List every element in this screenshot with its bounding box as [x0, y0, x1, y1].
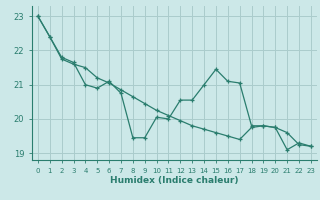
X-axis label: Humidex (Indice chaleur): Humidex (Indice chaleur): [110, 176, 239, 185]
